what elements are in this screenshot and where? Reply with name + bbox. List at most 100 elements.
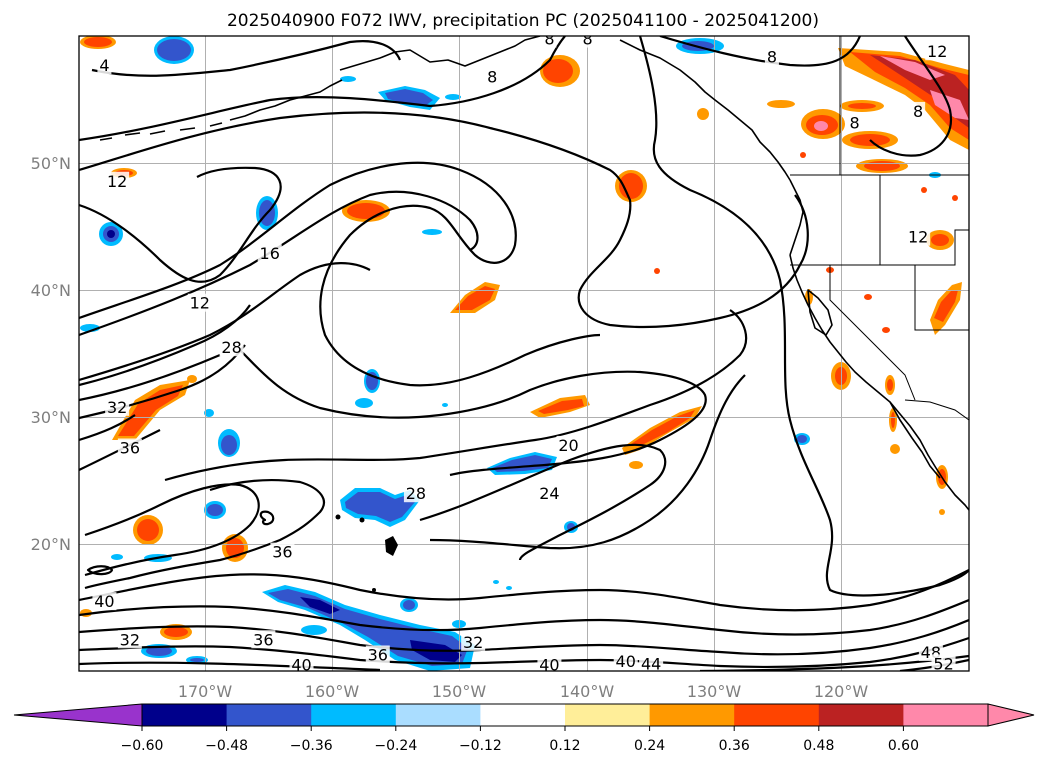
contour-label-bg — [906, 227, 931, 246]
precip-neg-north — [80, 36, 941, 332]
contour-label: 8 — [582, 30, 592, 49]
contour-label: 40 — [94, 592, 114, 611]
contour-label-bg — [403, 484, 428, 503]
precip-patch-west-band — [112, 375, 197, 440]
contour-24 — [84, 478, 325, 590]
alaska-peninsula — [229, 79, 343, 121]
precip-patch-bc-coast — [767, 100, 908, 173]
contour-label-bg — [187, 293, 212, 312]
contour-label: 44 — [641, 654, 661, 673]
contour-label-bg — [847, 113, 862, 132]
precip-patch-ne-pacific — [615, 170, 647, 202]
colorbar-tick-label: −0.24 — [374, 738, 417, 754]
contour-label-bg — [105, 171, 130, 190]
contour-label-bg — [365, 645, 390, 664]
precip-neg-hawaii — [111, 488, 578, 612]
contour-east-trough — [638, 36, 969, 597]
contour-label-bg — [925, 42, 950, 61]
contour-44-south — [79, 636, 969, 669]
colorbar-tick-label: 0.60 — [888, 738, 919, 754]
colorbar-cell — [649, 704, 735, 726]
political-borders — [790, 36, 969, 421]
colorbar-tick-label: −0.36 — [290, 738, 333, 754]
coastlines — [99, 36, 969, 511]
colorbar-cell — [565, 704, 651, 726]
contour-20-long — [164, 309, 748, 482]
contour-28-east — [429, 374, 746, 550]
baja — [889, 401, 941, 479]
precip-patch-subtropical-west — [80, 515, 248, 640]
contour-label-bg — [97, 56, 112, 75]
colorbar-tick-label: −0.48 — [205, 738, 248, 754]
contour-label-bg — [537, 484, 562, 503]
lon-label: 120°W — [814, 682, 869, 701]
contour-12-west-loop — [79, 166, 282, 283]
colorbar-over-arrow — [987, 703, 1035, 727]
contour-label: 32 — [107, 398, 127, 417]
colorbar-cells — [142, 704, 989, 726]
contour-label: 4 — [99, 56, 109, 75]
colorbar-tick-label: 0.36 — [719, 738, 750, 754]
contour-28 — [79, 262, 371, 382]
contour-label: 36 — [120, 438, 140, 457]
colorbar-tick-label: 0.24 — [634, 738, 665, 754]
colorbar: −0.60 −0.48 −0.36 −0.24 −0.12 0.12 0.24 0.36 0.4… — [13, 703, 1035, 754]
longitude-labels: 170°W 160°W 150°W 140°W 130°W 120°W — [178, 682, 869, 701]
border-mexico — [904, 399, 969, 421]
contour-label-bg — [556, 435, 581, 454]
contour-label: 8 — [544, 30, 554, 49]
contour-label: 12 — [56, 301, 76, 320]
border-us-states-3 — [915, 229, 969, 266]
colorbar-tick-label: 0.12 — [549, 738, 580, 754]
contour-label-bg — [580, 36, 595, 48]
contour-label-bg — [251, 630, 276, 649]
contour-label: 36 — [368, 645, 388, 664]
contour-8-ne — [659, 36, 862, 67]
contour-label: 32 — [120, 630, 140, 649]
contour-label: 8 — [849, 113, 859, 132]
colorbar-ticks: −0.60 −0.48 −0.36 −0.24 −0.12 0.12 0.24 0.36 0.4… — [121, 726, 919, 754]
lon-label: 160°W — [305, 682, 360, 701]
contour-label: 12 — [908, 228, 928, 247]
precip-patch-gulf-alaska — [540, 55, 580, 87]
gridlines — [79, 36, 969, 671]
contour-24-east — [419, 443, 667, 561]
contour-label: 40 — [539, 656, 559, 675]
contour-4 — [91, 40, 402, 77]
precip-neg-mid — [204, 369, 810, 475]
contour-label-bg — [270, 542, 295, 561]
colorbar-tick-label: −0.12 — [459, 738, 502, 754]
contour-label: 40 — [291, 656, 311, 675]
colorbar-cell — [734, 704, 820, 726]
contour-labels: 4 8 8 8 8 8 8 12 12 12 12 16 12 28 32 36 20 24 28 36 40 32 36 3… — [54, 30, 956, 675]
contour-32b — [79, 353, 221, 402]
colorbar-tick-label: 0.48 — [803, 738, 834, 754]
contour-label-bg — [911, 101, 926, 120]
contour-label-bg — [257, 244, 282, 263]
contour-8-canada — [869, 36, 953, 157]
contour-label: 32 — [463, 633, 483, 652]
lon-label: 130°W — [687, 682, 742, 701]
contour-label: 40 — [616, 652, 636, 671]
colorbar-cell — [818, 704, 904, 726]
contour-24-loop — [259, 510, 275, 526]
contour-label: 16 — [260, 244, 280, 263]
contour-label-bg — [54, 301, 78, 319]
contour-label: 12 — [107, 172, 127, 191]
lon-label: 150°W — [432, 682, 487, 701]
contour-label: 20 — [558, 436, 578, 455]
latitude-labels: 50°N 40°N 30°N 20°N — [31, 154, 71, 554]
contour-8-north — [79, 36, 566, 142]
contour-label-bg — [219, 338, 244, 357]
contour-12-north — [79, 111, 809, 329]
contour-label-bg — [289, 655, 314, 671]
aleutians — [99, 122, 223, 141]
se-alaska-coast — [619, 39, 791, 181]
contour-36-south — [79, 598, 969, 636]
precip-positive-areas — [80, 36, 969, 640]
lat-label: 40°N — [31, 281, 71, 300]
colorbar-cell — [903, 704, 989, 726]
contour-label-bg — [92, 592, 117, 611]
small-island — [372, 588, 376, 592]
